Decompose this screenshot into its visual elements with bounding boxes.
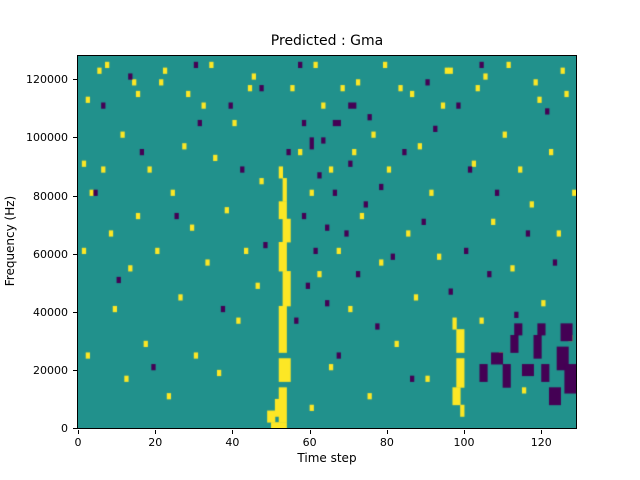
heatmap-canvas xyxy=(78,56,576,428)
x-tick-label: 20 xyxy=(148,436,163,449)
x-tick-label: 100 xyxy=(453,436,475,449)
y-tick-mark xyxy=(73,253,77,255)
x-tick-label: 80 xyxy=(379,436,394,449)
plot-area xyxy=(77,55,577,429)
x-tick-mark xyxy=(309,430,311,434)
y-tick-mark xyxy=(73,79,77,81)
y-tick-mark xyxy=(73,311,77,313)
x-tick-label: 40 xyxy=(225,436,240,449)
x-tick-mark xyxy=(386,430,388,434)
y-axis-label: Frequency (Hz) xyxy=(3,195,17,287)
y-tick-mark xyxy=(73,369,77,371)
chart-title: Predicted : Gma xyxy=(270,33,384,49)
y-tick-label: 120000 xyxy=(26,73,68,87)
y-tick-label: 80000 xyxy=(33,189,68,203)
y-tick-label: 20000 xyxy=(33,363,68,377)
x-tick-label: 60 xyxy=(302,436,317,449)
y-tick-mark xyxy=(73,195,77,197)
x-tick-mark xyxy=(541,430,543,434)
y-tick-label: 0 xyxy=(61,422,68,435)
y-tick-mark xyxy=(73,428,77,429)
x-tick-mark xyxy=(464,430,466,434)
y-tick-mark xyxy=(73,137,77,139)
x-tick-label: 120 xyxy=(530,436,552,449)
x-tick-mark xyxy=(155,430,157,434)
x-tick-mark xyxy=(78,430,79,434)
x-tick-label: 0 xyxy=(74,436,82,449)
y-tick-label: 100000 xyxy=(26,131,68,145)
x-axis-label: Time step xyxy=(297,451,357,465)
x-tick-mark xyxy=(232,430,234,434)
y-tick-label: 40000 xyxy=(33,305,68,319)
y-tick-label: 60000 xyxy=(33,247,68,261)
